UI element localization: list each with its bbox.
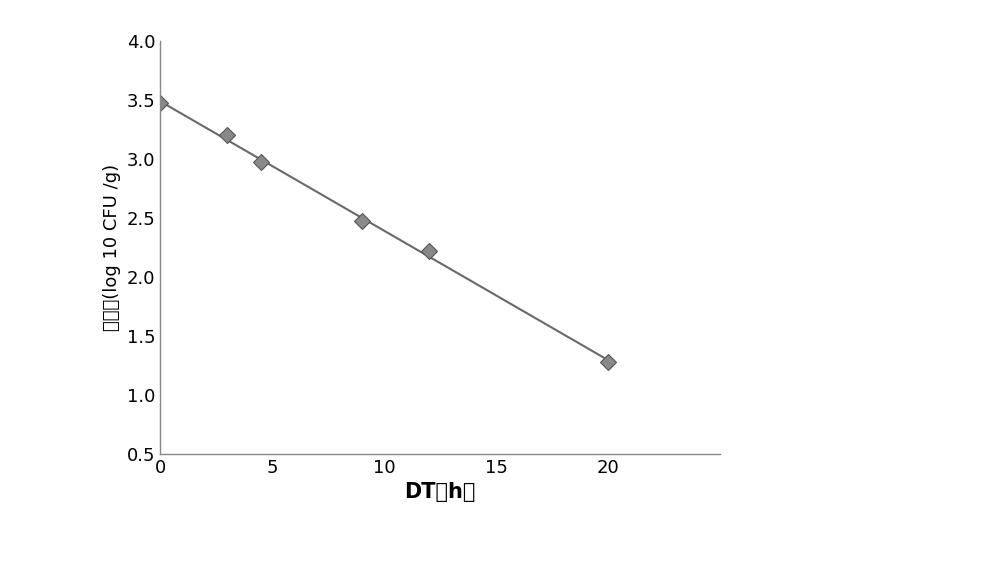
- Y-axis label: 菌含量(log 10 CFU /g): 菌含量(log 10 CFU /g): [103, 164, 121, 331]
- X-axis label: DT（h）: DT（h）: [404, 482, 476, 502]
